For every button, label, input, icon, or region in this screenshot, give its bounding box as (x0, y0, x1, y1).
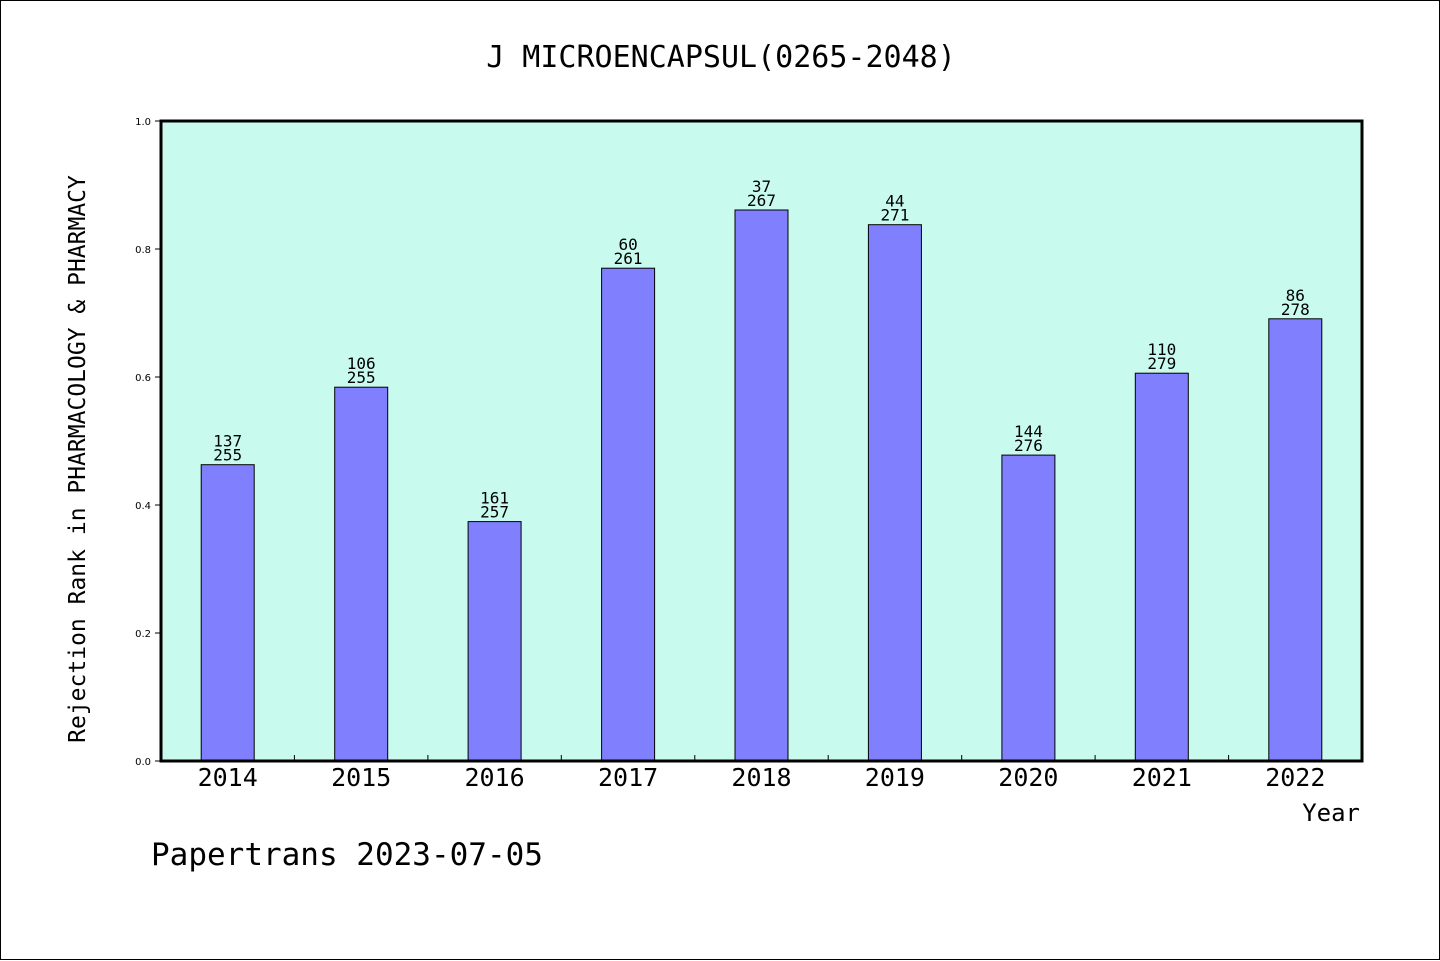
bar-2019 (867, 224, 922, 762)
bar-label-top-2020: 144 (1014, 422, 1043, 441)
bar-2018 (734, 209, 789, 762)
x-tick-label-2018: 2018 (731, 763, 791, 792)
y-tick-label: 0.8 (135, 245, 151, 256)
x-tick-label-2014: 2014 (198, 763, 258, 792)
bars-group (200, 209, 1323, 762)
bar-label-bottom-2021: 279 (1147, 354, 1176, 373)
bar-label-top-2017: 60 (618, 235, 637, 254)
bar-2021 (1134, 372, 1189, 762)
bar-label-top-2022: 86 (1286, 286, 1305, 305)
y-tick-label: 0.2 (135, 629, 151, 640)
footer-credit: Papertrans 2023-07-05 (151, 837, 543, 873)
bar-label-bottom-2020: 276 (1014, 436, 1043, 455)
bar-label-top-2019: 44 (885, 192, 904, 211)
x-tick-label-2017: 2017 (598, 763, 658, 792)
bar-2014 (200, 464, 255, 762)
y-tick-label: 0.4 (135, 501, 151, 512)
y-tick-label: 1.0 (135, 117, 151, 128)
bar-label-bottom-2015: 255 (347, 368, 376, 387)
bar-label-top-2018: 37 (752, 177, 771, 196)
bar-label-bottom-2014: 255 (213, 446, 242, 465)
bar-label-bottom-2018: 267 (747, 191, 776, 210)
chart-title: J MICROENCAPSUL(0265-2048) (486, 40, 956, 75)
bar-2020 (1001, 454, 1056, 762)
bar-label-top-2015: 106 (347, 354, 376, 373)
x-tick-label-2021: 2021 (1132, 763, 1192, 792)
bar-label-bottom-2019: 271 (880, 206, 909, 225)
y-tick-label: 0.6 (135, 373, 151, 384)
bar-label-bottom-2017: 261 (614, 249, 643, 268)
bar-label-bottom-2022: 278 (1281, 300, 1310, 319)
x-axis: 2014 2015 2016 2017 2018 2019 2020 2021 2022 (198, 755, 1325, 792)
x-tick-label-2022: 2022 (1265, 763, 1325, 792)
bar-label-top-2021: 110 (1147, 340, 1176, 359)
bar-2016 (467, 521, 522, 762)
x-tick-label-2020: 2020 (998, 763, 1058, 792)
x-tick-label-2019: 2019 (865, 763, 925, 792)
y-axis: 0.0 0.2 0.4 0.6 0.8 1.0 (135, 117, 161, 768)
bar-2017 (601, 267, 656, 762)
bar-label-top-2014: 137 (213, 432, 242, 451)
bar-2022 (1268, 318, 1323, 762)
plot-border (159, 119, 1364, 763)
x-tick-label-2015: 2015 (331, 763, 391, 792)
y-axis-label: Rejection Rank in PHARMACOLOGY & PHARMAC… (65, 175, 91, 743)
x-axis-label: Year (1302, 799, 1360, 827)
bar-label-top-2016: 161 (480, 489, 509, 508)
x-tick-label-2016: 2016 (464, 763, 524, 792)
bar-label-bottom-2016: 257 (480, 503, 509, 522)
y-tick-label: 0.0 (135, 757, 151, 768)
bar-2015 (334, 386, 389, 762)
